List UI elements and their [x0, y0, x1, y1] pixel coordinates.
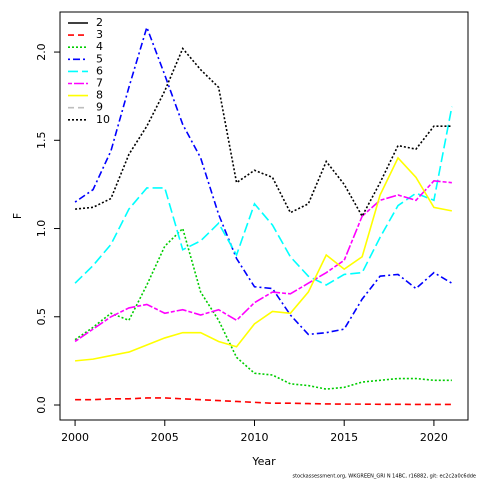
legend-label: 9 — [96, 101, 103, 114]
y-tick-label: 1.5 — [35, 132, 48, 150]
x-tick-label: 2020 — [420, 431, 448, 444]
series-line — [74, 180, 452, 343]
x-tick-label: 2005 — [151, 431, 179, 444]
series-line — [74, 106, 453, 286]
series-line — [75, 397, 452, 406]
x-axis-label: Year — [251, 455, 276, 468]
x-tick-label: 2015 — [330, 431, 358, 444]
series-line — [74, 47, 452, 218]
legend-label: 2 — [96, 16, 103, 29]
legend-label: 6 — [96, 64, 103, 77]
legend-label: 10 — [96, 113, 110, 126]
y-tick-label: 1.0 — [35, 220, 48, 238]
legend-label: 8 — [96, 89, 103, 102]
footer: stockassessment.org, WKGREEN_GRI N 14BC,… — [292, 474, 476, 480]
series-line — [74, 156, 453, 362]
y-tick-label: 0.5 — [35, 308, 48, 326]
y-tick-label: 0.0 — [35, 396, 48, 414]
y-axis-label: F — [11, 213, 24, 219]
series-line — [74, 227, 452, 390]
y-tick-label: 2.0 — [35, 43, 48, 61]
plot-frame — [59, 11, 469, 421]
legend-label: 3 — [96, 28, 103, 41]
x-tick-label: 2010 — [240, 431, 268, 444]
legend-label: 4 — [96, 40, 103, 53]
legend-label: 5 — [96, 52, 103, 65]
x-tick-label: 2000 — [61, 431, 89, 444]
legend-label: 7 — [96, 77, 103, 90]
series-line — [74, 24, 453, 336]
